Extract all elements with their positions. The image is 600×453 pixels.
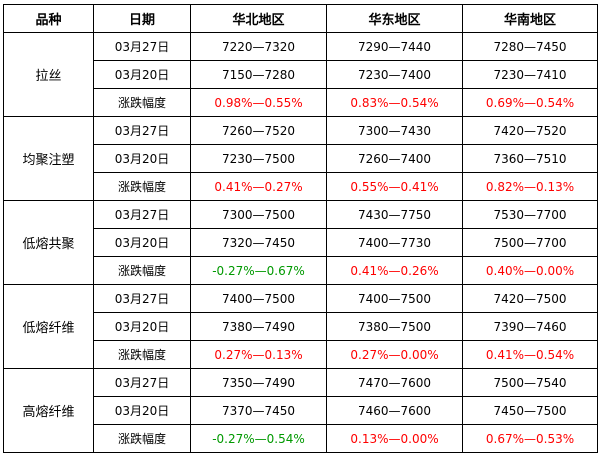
south-price-cell: 7420—7500 [462,284,598,313]
north-price-cell: 7370—7450 [190,396,327,425]
south-price-cell: 7280—7450 [462,32,598,61]
header-date: 日期 [93,4,191,33]
north-change-cell: 0.98%—0.55% [190,88,327,117]
table-row: 03月20日 7380—7490 7380—7500 7390—7460 [4,312,598,341]
table-row: 拉丝 03月27日 7220—7320 7290—7440 7280—7450 [3,32,598,117]
north-price-cell: 7230—7500 [190,144,327,173]
east-price-cell: 7460—7600 [326,396,463,425]
header-east: 华东地区 [326,4,463,33]
date-cell: 03月20日 [93,312,191,341]
south-price-cell: 7530—7700 [462,200,598,229]
north-price-cell: 7150—7280 [190,60,327,89]
date-cell: 03月20日 [93,60,191,89]
east-price-cell: 7290—7440 [326,32,463,61]
change-label-cell: 涨跌幅度 [93,172,191,201]
change-label-cell: 涨跌幅度 [93,256,191,285]
south-price-cell: 7230—7410 [462,60,598,89]
table-row: 涨跌幅度 -0.27%—0.67% 0.41%—0.26% 0.40%—0.00… [4,256,598,285]
date-cell: 03月27日 [93,284,191,313]
east-price-cell: 7260—7400 [326,144,463,173]
date-cell: 03月27日 [93,116,191,145]
north-price-cell: 7300—7500 [190,200,327,229]
date-cell: 03月27日 [93,200,191,229]
north-price-cell: 7320—7450 [190,228,327,257]
change-label-cell: 涨跌幅度 [93,88,191,117]
south-price-cell: 7450—7500 [462,396,598,425]
product-cell: 低熔共聚 [3,200,94,285]
north-change-cell: -0.27%—0.54% [190,424,327,453]
east-price-cell: 7300—7430 [326,116,463,145]
header-north: 华北地区 [190,4,327,33]
table-row: 03月20日 7230—7500 7260—7400 7360—7510 [4,144,598,173]
header-south: 华南地区 [462,4,598,33]
table-row: 低熔共聚 03月27日 7300—7500 7430—7750 7530—770… [3,200,598,285]
table-row: 涨跌幅度 0.27%—0.13% 0.27%—0.00% 0.41%—0.54% [4,340,598,369]
date-cell: 03月27日 [93,32,191,61]
east-change-cell: 0.13%—0.00% [326,424,463,453]
date-cell: 03月20日 [93,228,191,257]
east-change-cell: 0.55%—0.41% [326,172,463,201]
south-price-cell: 7500—7700 [462,228,598,257]
east-change-cell: 0.27%—0.00% [326,340,463,369]
east-price-cell: 7380—7500 [326,312,463,341]
east-change-cell: 0.83%—0.54% [326,88,463,117]
table-row: 03月20日 7320—7450 7400—7730 7500—7700 [4,228,598,257]
table-row: 高熔纤维 03月27日 7350—7490 7470—7600 7500—754… [3,368,598,453]
north-change-cell: 0.41%—0.27% [190,172,327,201]
east-price-cell: 7400—7730 [326,228,463,257]
header-row: 品种 日期 华北地区 华东地区 华南地区 [3,4,598,33]
east-price-cell: 7400—7500 [326,284,463,313]
product-cell: 均聚注塑 [3,116,94,201]
north-change-cell: -0.27%—0.67% [190,256,327,285]
date-cell: 03月27日 [93,368,191,397]
north-price-cell: 7380—7490 [190,312,327,341]
table-row: 涨跌幅度 0.98%—0.55% 0.83%—0.54% 0.69%—0.54% [4,88,598,117]
price-table: 品种 日期 华北地区 华东地区 华南地区 拉丝 03月27日 7220—7320… [3,4,598,453]
south-change-cell: 0.67%—0.53% [462,424,598,453]
south-change-cell: 0.41%—0.54% [462,340,598,369]
change-label-cell: 涨跌幅度 [93,424,191,453]
east-price-cell: 7470—7600 [326,368,463,397]
table-row: 均聚注塑 03月27日 7260—7520 7300—7430 7420—752… [3,116,598,201]
east-change-cell: 0.41%—0.26% [326,256,463,285]
south-change-cell: 0.69%—0.54% [462,88,598,117]
date-cell: 03月20日 [93,144,191,173]
south-price-cell: 7360—7510 [462,144,598,173]
south-price-cell: 7390—7460 [462,312,598,341]
product-cell: 低熔纤维 [3,284,94,369]
south-price-cell: 7420—7520 [462,116,598,145]
north-price-cell: 7260—7520 [190,116,327,145]
table-row: 03月20日 7370—7450 7460—7600 7450—7500 [4,396,598,425]
south-change-cell: 0.40%—0.00% [462,256,598,285]
header-product: 品种 [3,4,94,33]
product-cell: 拉丝 [3,32,94,117]
east-price-cell: 7430—7750 [326,200,463,229]
table-row: 涨跌幅度 0.41%—0.27% 0.55%—0.41% 0.82%—0.13% [4,172,598,201]
south-price-cell: 7500—7540 [462,368,598,397]
table-row: 03月20日 7150—7280 7230—7400 7230—7410 [4,60,598,89]
table-row: 低熔纤维 03月27日 7400—7500 7400—7500 7420—750… [3,284,598,369]
east-price-cell: 7230—7400 [326,60,463,89]
north-change-cell: 0.27%—0.13% [190,340,327,369]
north-price-cell: 7400—7500 [190,284,327,313]
north-price-cell: 7220—7320 [190,32,327,61]
table-row: 涨跌幅度 -0.27%—0.54% 0.13%—0.00% 0.67%—0.53… [4,424,598,453]
south-change-cell: 0.82%—0.13% [462,172,598,201]
product-cell: 高熔纤维 [3,368,94,453]
date-cell: 03月20日 [93,396,191,425]
change-label-cell: 涨跌幅度 [93,340,191,369]
north-price-cell: 7350—7490 [190,368,327,397]
